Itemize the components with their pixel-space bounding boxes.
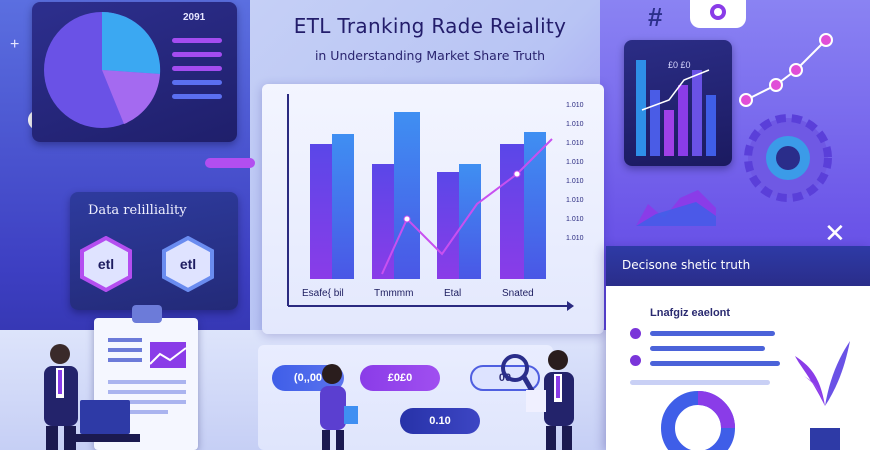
camera-icon: [690, 0, 746, 28]
axis-tick-label: 1.010: [566, 235, 584, 242]
chart-bar: [459, 164, 481, 279]
value-button-2[interactable]: £0£0: [360, 365, 440, 391]
chart-bar: [394, 112, 420, 279]
area-chart-graphic: [636, 190, 716, 226]
plus-icon: +: [10, 36, 20, 53]
accent-strip: [205, 158, 255, 168]
text-line: [650, 331, 775, 336]
woman-with-tablet-illustration: [320, 364, 358, 450]
chart-bar: [372, 164, 394, 279]
axis-tick-label: 1.010: [566, 159, 584, 166]
close-icon[interactable]: ✕: [824, 218, 846, 248]
chart-bar: [437, 172, 459, 279]
man-with-magnifier-illustration: [526, 350, 574, 450]
legend-line: [172, 80, 222, 85]
decision-card-header: [606, 246, 870, 286]
text-line: [650, 346, 765, 351]
value-button-4[interactable]: 0.10: [400, 408, 480, 434]
category-label: Etal: [444, 288, 462, 299]
bullet-icon: [630, 355, 641, 366]
category-label: Esafe{ bil: [302, 288, 344, 299]
axis-tick-label: 1.010: [566, 121, 584, 128]
pie-chart-card: [32, 2, 237, 142]
person-at-laptop-illustration: [44, 344, 140, 450]
chart-bar: [500, 144, 524, 279]
mini-chart-label: £0 £0: [668, 60, 691, 70]
etl-badge: etl: [78, 236, 134, 292]
chart-bar: [310, 144, 332, 279]
page-subtitle: in Understanding Market Share Truth: [314, 48, 546, 63]
chart-bar: [332, 134, 354, 279]
pie-chart-graphic: [44, 11, 161, 128]
category-label: Tmmmm: [374, 288, 414, 299]
mini-bar-chart-graphic: [636, 60, 716, 156]
gear-icon: [744, 114, 832, 202]
main-bar-chart: Esafe{ bil Tmmmm Etal Snated: [262, 84, 604, 334]
legend-line: [172, 38, 222, 43]
legend-line: [172, 94, 222, 99]
axis-tick-label: 1.010: [566, 140, 584, 147]
legend-line: [172, 66, 222, 71]
legend-line: [172, 52, 222, 57]
main-bar-chart-graphic: [287, 94, 574, 311]
text-line: [630, 380, 770, 385]
text-line: [650, 361, 780, 366]
axis-tick-label: 1.010: [566, 102, 584, 109]
axis-tick-label: 1.010: [566, 216, 584, 223]
etl-badge-label: etl: [179, 256, 197, 272]
etl-badge-label: etl: [97, 256, 115, 272]
axis-tick-label: 1.010: [566, 197, 584, 204]
plant-icon: [795, 341, 850, 450]
decision-card-title: Decisone shetic truth: [622, 258, 751, 272]
hash-icon: #: [648, 2, 663, 32]
donut-icon: [661, 391, 735, 450]
axis-tick-list: 1.010 1.010 1.010 1.010 1.010 1.010 1.01…: [566, 96, 602, 248]
category-label: Snated: [502, 288, 534, 299]
mini-bar-chart-card: [624, 40, 732, 166]
pie-year-label: 2091: [183, 12, 206, 23]
chart-bar: [524, 132, 546, 279]
network-icon: [739, 33, 833, 107]
bullet-icon: [630, 328, 641, 339]
data-reliability-title: Data relilliality: [88, 203, 187, 218]
axis-tick-label: 1.010: [566, 178, 584, 185]
clipboard-icon: [132, 305, 162, 323]
trend-line: [381, 138, 553, 275]
page-title: ETL Tranking Rade Reiality: [293, 14, 567, 38]
decision-card-subtitle: Lnafgiz eaelont: [650, 307, 731, 319]
etl-badge: etl: [160, 236, 216, 292]
